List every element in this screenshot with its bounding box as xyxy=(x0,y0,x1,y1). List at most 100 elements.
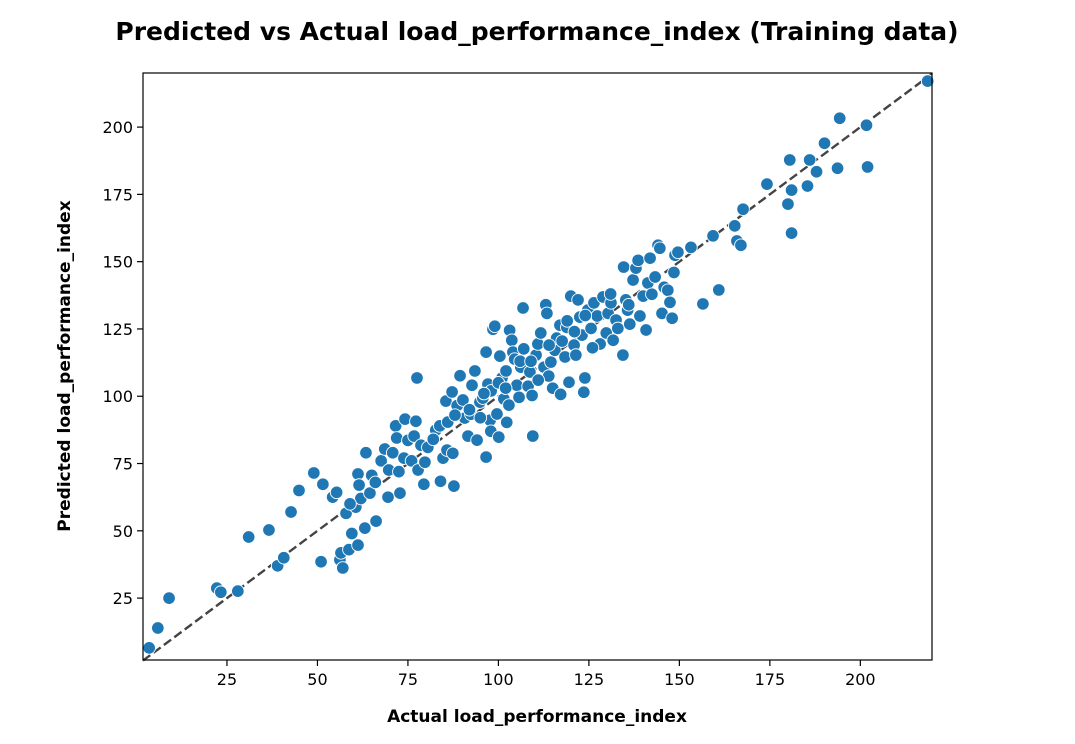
data-point xyxy=(488,319,502,334)
data-point xyxy=(661,283,675,297)
data-point xyxy=(512,390,526,405)
data-point xyxy=(577,385,591,399)
data-point xyxy=(426,432,441,447)
data-point xyxy=(531,373,545,387)
data-point xyxy=(667,265,681,280)
data-point xyxy=(407,429,421,443)
data-point xyxy=(663,295,677,310)
data-point xyxy=(389,431,404,445)
data-point xyxy=(446,446,460,461)
data-point xyxy=(540,306,554,321)
data-point xyxy=(363,486,377,500)
data-point xyxy=(817,136,832,150)
data-point xyxy=(448,408,462,422)
data-point xyxy=(616,260,631,274)
data-point xyxy=(631,253,645,268)
data-point xyxy=(470,433,484,447)
data-point xyxy=(336,561,350,575)
data-point xyxy=(316,477,330,491)
data-point xyxy=(524,354,538,369)
data-point xyxy=(706,229,720,243)
data-point xyxy=(639,323,653,337)
y-tick-label: 125 xyxy=(102,320,133,339)
y-tick-label: 200 xyxy=(102,118,133,137)
data-point xyxy=(284,505,298,519)
data-point xyxy=(359,446,373,460)
data-point xyxy=(544,355,558,369)
data-point xyxy=(499,364,513,378)
data-point xyxy=(578,371,592,385)
y-tick-label: 100 xyxy=(102,387,133,406)
data-point xyxy=(611,321,625,336)
y-tick-label: 25 xyxy=(113,589,133,608)
data-point xyxy=(151,621,165,635)
data-point xyxy=(781,197,795,211)
data-point xyxy=(784,226,799,240)
data-point xyxy=(606,333,620,348)
data-point xyxy=(277,550,291,565)
data-point xyxy=(531,337,545,351)
data-point xyxy=(445,385,459,399)
x-axis-ticks: 25 50 75 100 125 150 175 200 xyxy=(217,660,876,689)
y-axis-label: Predicted load_performance_index xyxy=(55,200,75,531)
data-point xyxy=(214,585,228,599)
data-point xyxy=(462,402,477,417)
data-point xyxy=(553,387,568,402)
data-point xyxy=(358,521,372,535)
data-point xyxy=(498,381,513,395)
data-point xyxy=(603,287,618,301)
y-axis-ticks: 25 50 75 100 125 150 175 200 xyxy=(102,118,143,608)
data-point xyxy=(802,153,817,167)
data-point xyxy=(307,466,321,480)
data-point xyxy=(712,283,726,297)
data-point xyxy=(728,219,742,233)
points-group xyxy=(142,74,935,655)
data-point xyxy=(783,153,797,167)
data-point xyxy=(832,111,847,125)
data-point xyxy=(433,474,448,489)
x-axis-label: Actual load_performance_index xyxy=(387,707,687,727)
data-point xyxy=(809,165,824,179)
data-point xyxy=(505,333,519,348)
data-point xyxy=(398,412,412,426)
data-point xyxy=(492,430,506,444)
data-point xyxy=(231,584,245,598)
data-point xyxy=(830,161,845,176)
y-tick-label: 150 xyxy=(102,253,133,272)
data-point xyxy=(468,364,482,378)
data-point xyxy=(510,378,524,392)
x-tick-label: 75 xyxy=(398,670,418,689)
data-point xyxy=(859,118,874,132)
x-tick-label: 200 xyxy=(845,670,876,689)
data-point xyxy=(393,486,407,500)
data-point xyxy=(499,415,514,430)
data-point xyxy=(526,429,540,443)
data-point xyxy=(760,177,774,191)
data-point xyxy=(671,245,685,259)
data-point xyxy=(241,530,256,544)
data-point xyxy=(569,348,583,362)
data-point xyxy=(665,311,679,325)
data-point xyxy=(473,411,488,425)
data-point xyxy=(314,555,328,569)
x-tick-label: 50 xyxy=(307,670,327,689)
data-point xyxy=(784,183,799,197)
y-tick-label: 75 xyxy=(113,455,133,474)
data-point xyxy=(418,455,432,469)
data-point xyxy=(262,523,276,537)
data-point xyxy=(453,369,467,383)
data-point xyxy=(696,297,710,311)
data-point xyxy=(734,238,748,253)
data-point xyxy=(920,74,935,88)
data-point xyxy=(623,317,637,331)
data-point xyxy=(410,371,424,385)
data-point xyxy=(493,349,507,363)
data-point xyxy=(653,241,667,255)
data-point xyxy=(684,240,698,255)
chart-title: Predicted vs Actual load_performance_ind… xyxy=(115,17,958,46)
data-point xyxy=(584,321,598,336)
data-point xyxy=(447,479,461,493)
data-point xyxy=(534,326,548,340)
x-tick-label: 25 xyxy=(217,670,237,689)
